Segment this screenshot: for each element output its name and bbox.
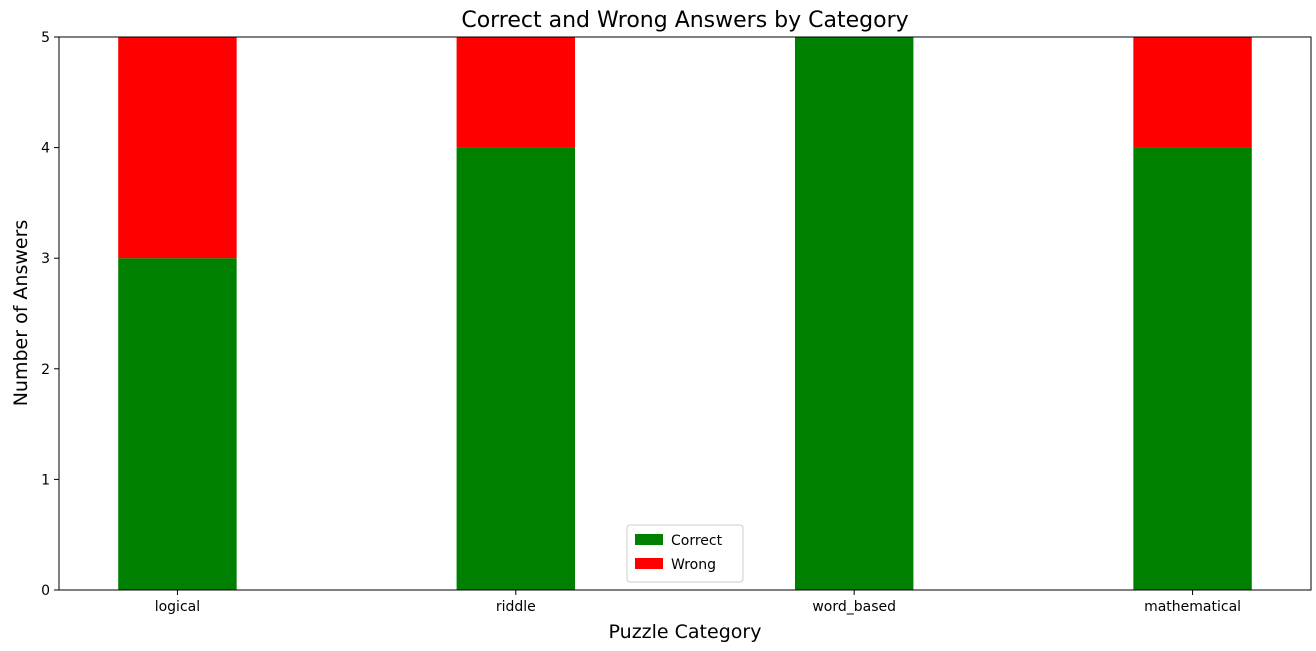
x-tick-label-word_based: word_based [812, 599, 896, 615]
y-tick-label: 5 [41, 30, 50, 46]
bar-correct-logical [118, 258, 237, 590]
x-tick-label-riddle: riddle [496, 599, 536, 615]
y-tick-label: 2 [41, 362, 50, 378]
legend-label-wrong: Wrong [671, 557, 716, 573]
legend: Correct Wrong [626, 524, 744, 583]
bar-wrong-mathematical [1133, 37, 1252, 148]
bar-correct-word_based [794, 37, 914, 590]
bar-correct-mathematical [1133, 147, 1252, 590]
bar-wrong-logical [118, 37, 237, 259]
bar-wrong-riddle [456, 37, 576, 148]
legend-swatch-wrong [635, 558, 663, 569]
x-tick-label-mathematical: mathematical [1144, 599, 1241, 615]
y-tick-label: 4 [41, 141, 50, 157]
x-tick-label-logical: logical [155, 599, 200, 615]
bars-layer [118, 37, 1252, 590]
y-tick-label: 3 [41, 251, 50, 267]
y-tick-label: 0 [41, 583, 50, 599]
legend-swatch-correct [635, 534, 663, 545]
x-axis-label: Puzzle Category [609, 621, 762, 643]
x-axis: logical riddle word_based mathematical [155, 590, 1241, 615]
y-axis: 0 1 2 3 4 5 [41, 30, 59, 599]
plot-frame [58, 36, 1312, 591]
bar-correct-riddle [456, 147, 576, 590]
chart-title: Correct and Wrong Answers by Category [461, 8, 908, 33]
y-axis-label: Number of Answers [10, 220, 32, 407]
y-tick-label: 1 [41, 472, 50, 488]
legend-label-correct: Correct [671, 533, 723, 549]
